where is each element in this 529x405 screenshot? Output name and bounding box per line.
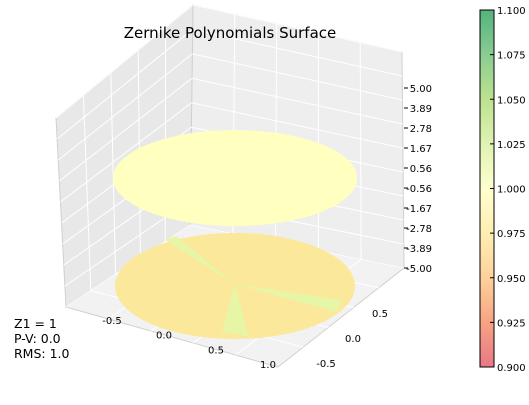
grid-line [60, 102, 192, 203]
grid-line [192, 4, 403, 53]
grid-line [191, 102, 403, 149]
projection-wedge [165, 236, 235, 284]
grid-line [191, 77, 403, 125]
chart-title: Zernike Polynomials Surface [124, 24, 337, 42]
x-tick-label: 0.0 [156, 331, 172, 342]
floor-projection [115, 233, 355, 339]
z-tick-label: -0.56 [406, 184, 432, 195]
colorbar-tick-label: 1.100 [497, 6, 526, 17]
y-tick-label: 0.5 [372, 309, 388, 320]
grid-line [192, 28, 403, 77]
projection-wedge [222, 284, 342, 336]
x-axis-ticks: -0.5 0.0 0.5 1.0 [102, 316, 276, 371]
colorbar-tick-label: 1.075 [497, 51, 526, 62]
zernike-surface [113, 130, 357, 226]
colorbar-tick-label: 0.950 [497, 274, 526, 285]
z-tick-label: -2.78 [406, 224, 432, 235]
z-tick-label: -3.89 [406, 244, 432, 255]
colorbar: 1.100 1.075 1.050 1.025 1.000 0.975 0.950 0.925… [479, 6, 526, 374]
grid-line [57, 53, 193, 161]
z-tick-label: -5.00 [406, 264, 432, 275]
y-tick-label: -0.5 [316, 359, 336, 370]
grid-line [82, 95, 92, 291]
rms-value: RMS: 1.0 [14, 346, 70, 361]
y-tick-label: 0.0 [345, 334, 361, 345]
x-tick-label: 1.0 [260, 360, 276, 371]
z-tick-label: -1.67 [406, 204, 432, 215]
grid-line [56, 29, 193, 140]
statistics-panel: Z1 = 1 P-V: 0.0 RMS: 1.0 [14, 316, 69, 361]
grid-line [359, 42, 362, 260]
colorbar-tick-label: 0.925 [497, 318, 526, 329]
x-tick-label: 0.5 [208, 345, 224, 356]
grid-line [59, 77, 193, 182]
z-tick-label: 5.00 [410, 84, 432, 95]
colorbar-tick-label: 1.025 [497, 140, 526, 151]
z-axis-ticks: 5.00 3.89 2.78 1.67 0.56 -0.56 -1.67 -2.78 -3.89… [404, 84, 432, 275]
peak-to-valley: P-V: 0.0 [14, 331, 61, 346]
colorbar-tick-label: 1.000 [497, 185, 526, 196]
y-axis-ticks: -0.5 0.0 0.5 [316, 309, 388, 370]
colorbar-tick-label: 1.050 [497, 95, 526, 106]
grid-line [192, 53, 403, 101]
z-tick-label: 0.56 [410, 164, 432, 175]
z-tick-label: 1.67 [410, 144, 432, 155]
x-tick-label: -0.5 [102, 316, 122, 327]
colorbar-tick-label: 0.975 [497, 229, 526, 240]
grid-line [110, 72, 117, 275]
colorbar-ticks: 1.100 1.075 1.050 1.025 1.000 0.975 0.950 0.925… [490, 6, 526, 374]
z-tick-label: 2.78 [410, 124, 432, 135]
colorbar-tick-label: 0.900 [497, 363, 526, 374]
term-label: Z1 = 1 [14, 316, 57, 331]
grid-line [55, 4, 194, 119]
z-tick-label: 3.89 [410, 104, 432, 115]
